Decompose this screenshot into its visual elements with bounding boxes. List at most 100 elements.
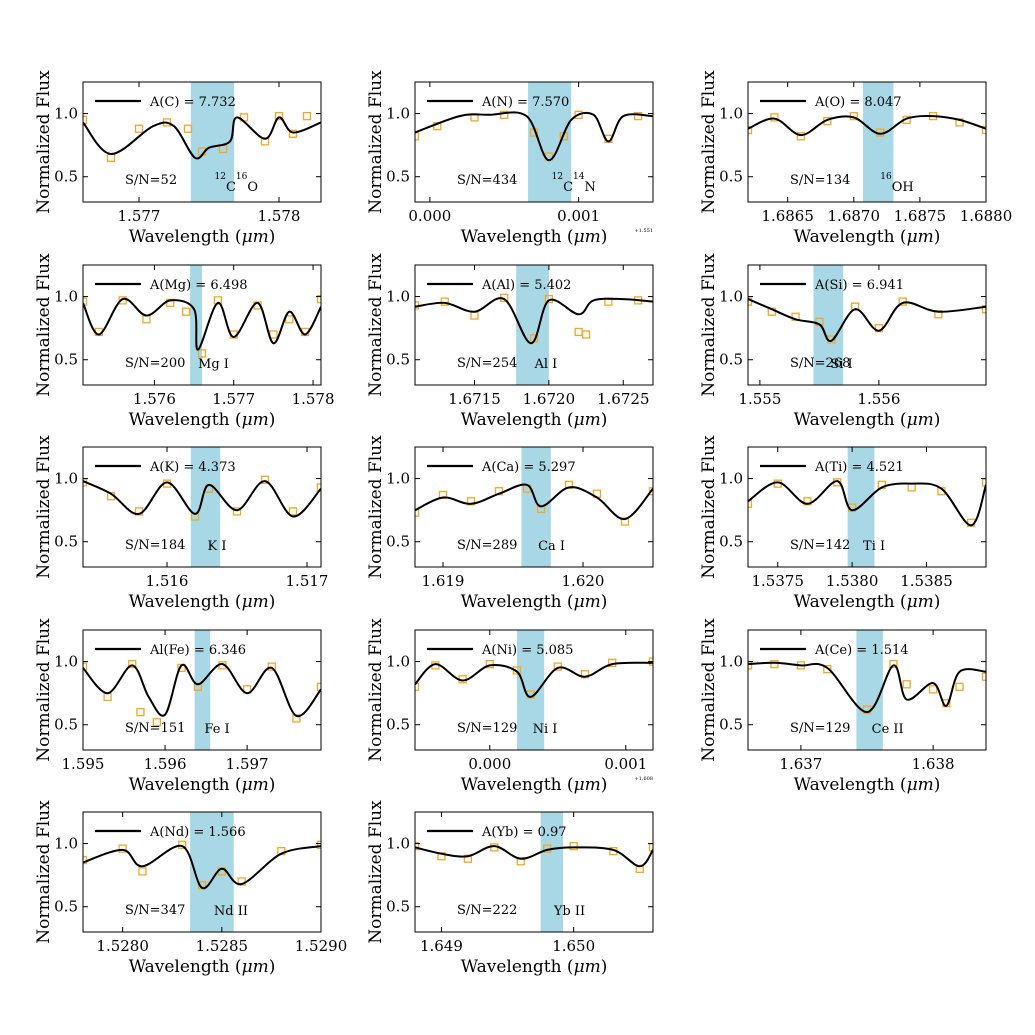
line-label-pre: K I: [208, 539, 227, 554]
line-highlight-band: [194, 630, 211, 750]
observed-point: [574, 110, 583, 119]
x-axis-label: Wavelength (μm): [461, 775, 608, 795]
x-axis-label-close: ): [269, 775, 276, 795]
model-line: [415, 661, 653, 698]
y-axis-label: Normalized Flux: [366, 253, 386, 397]
x-axis-label: Wavelength (μm): [461, 957, 608, 977]
observed-point: [569, 841, 578, 851]
observed-series: [415, 841, 653, 873]
x-axis-label-text: Wavelength (: [461, 775, 574, 795]
x-tick-label: 1.576: [133, 390, 176, 408]
observed-point: [316, 840, 321, 849]
observed-point: [770, 659, 779, 669]
observed-point: [823, 665, 832, 674]
panel: 0.5 1.0 1.649 1.650 Normalized Flux Wavelengt…: [366, 800, 654, 977]
y-tick-label: 1.0: [54, 105, 78, 123]
x-axis-label: Wavelength (μm): [129, 775, 276, 795]
x-axis-label-unit: μm: [242, 410, 269, 430]
line-highlight-band: [540, 812, 564, 932]
x-tick-label: 0.001: [604, 755, 647, 773]
panel: 0.5 1.0 1.637 1.638 Normalized Flux Wavelengt…: [699, 618, 987, 795]
sn-label: S/N=347: [125, 903, 185, 918]
y-tick-label: 0.5: [54, 351, 78, 369]
observed-point: [981, 305, 986, 314]
x-axis-label: Wavelength (μm): [461, 410, 608, 430]
legend-label: A(K) = 4.373: [149, 460, 236, 475]
axes-frame: [747, 629, 987, 751]
y-axis-label: Normalized Flux: [699, 70, 719, 214]
x-tick-label: 1.5380: [826, 572, 879, 590]
model-line: [83, 297, 321, 351]
observed-point: [500, 110, 509, 119]
sn-label: S/N=52: [125, 173, 177, 188]
axes-frame: [82, 81, 322, 203]
line-label-pre: Ni I: [533, 722, 558, 737]
x-offset-label: +1.551: [634, 228, 653, 234]
legend-label: A(Si) = 6.941: [814, 278, 904, 293]
x-tick-label: 1.5290: [295, 937, 348, 955]
x-axis-label-text: Wavelength (: [461, 957, 574, 977]
y-axis-label: Normalized Flux: [34, 800, 54, 944]
legend-label: A(Ti) = 4.521: [814, 460, 904, 475]
x-axis-label-unit: μm: [574, 592, 601, 612]
sn-label: S/N=254: [457, 356, 517, 371]
axes-frame: [82, 629, 322, 751]
line-label-pre: Yb II: [553, 904, 585, 919]
line-label: Nd II: [214, 904, 248, 919]
sn-label: S/N=222: [457, 903, 517, 918]
line-highlight-band: [856, 630, 883, 750]
x-axis-label-close: ): [934, 592, 941, 612]
line-label: Al I: [534, 357, 558, 372]
x-tick-label: 1.650: [552, 937, 595, 955]
x-tick-label: 1.6720: [523, 390, 576, 408]
line-label-pre: Mg I: [198, 357, 229, 372]
line-highlight-band: [190, 82, 235, 202]
x-axis-label-text: Wavelength (: [129, 957, 242, 977]
model-line: [83, 116, 321, 160]
x-axis-label: Wavelength (μm): [794, 775, 941, 795]
observed-point: [470, 311, 479, 320]
axes-frame: [414, 629, 654, 751]
observed-point: [316, 483, 321, 492]
x-tick-label: 1.637: [779, 755, 822, 773]
x-axis-label: Wavelength (μm): [129, 227, 276, 247]
x-axis-label-close: ): [269, 410, 276, 430]
y-tick-label: 0.5: [386, 898, 410, 916]
axes-frame: [414, 81, 654, 203]
x-axis-label-close: ): [934, 775, 941, 795]
y-axis-label: Normalized Flux: [366, 70, 386, 214]
observed-point: [288, 129, 298, 138]
observed-point: [981, 672, 986, 681]
observed-point: [138, 867, 147, 876]
legend-label: A(Nd) = 1.566: [149, 825, 246, 840]
line-label-mid: C: [226, 180, 236, 195]
y-tick-label: 0.5: [719, 533, 743, 551]
axes-frame: [747, 264, 987, 386]
observed-point: [103, 692, 112, 702]
model-line: [83, 844, 321, 890]
x-axis-label-text: Wavelength (: [794, 775, 907, 795]
x-tick-label: 1.578: [292, 390, 335, 408]
observed-point: [183, 124, 193, 133]
observed-point: [181, 307, 191, 316]
x-tick-label: 1.596: [144, 755, 187, 773]
sn-label: S/N=200: [125, 356, 185, 371]
observed-point: [748, 661, 753, 670]
y-axis-label: Normalized Flux: [699, 253, 719, 397]
line-label: Yb II: [553, 904, 585, 919]
observed-point: [981, 478, 986, 487]
axes-frame: [82, 264, 322, 386]
y-tick-label: 1.0: [386, 105, 410, 123]
x-axis-label-text: Wavelength (: [794, 410, 907, 430]
line-label-sup2: 16: [236, 172, 248, 182]
observed-point: [648, 843, 653, 852]
panel: 0.5 1.0 1.555 1.556 Normalized Flux Wavelengt…: [699, 253, 987, 430]
sn-label: S/N=289: [457, 538, 517, 553]
x-axis-label-close: ): [601, 592, 608, 612]
observed-point: [83, 115, 88, 125]
observed-point: [288, 507, 298, 516]
x-tick-label: 1.649: [420, 937, 463, 955]
legend-label: A(Ce) = 1.514: [814, 643, 909, 658]
x-axis-label-unit: μm: [907, 227, 934, 247]
